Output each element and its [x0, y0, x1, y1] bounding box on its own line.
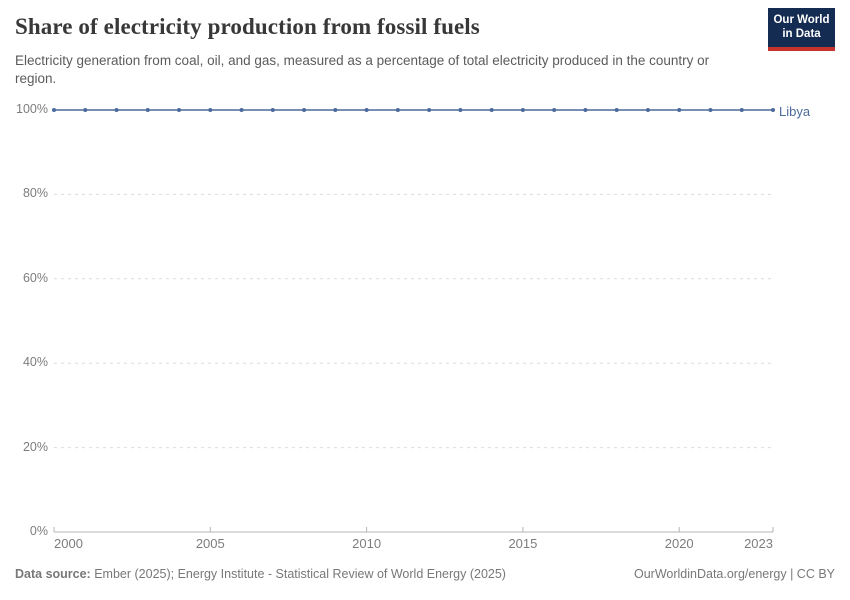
data-point-libya-2014[interactable] [489, 108, 494, 112]
data-point-libya-2020[interactable] [677, 108, 682, 112]
logo-red-stripe [768, 47, 835, 51]
chart-title: Share of electricity production from fos… [15, 14, 480, 39]
data-point-libya-2015[interactable] [520, 108, 525, 112]
y-tick-label-100%: 100% [16, 102, 48, 116]
data-point-libya-2009[interactable] [333, 108, 338, 112]
y-tick-label-0%: 0% [29, 524, 48, 538]
x-tick-label-2023: 2023 [744, 536, 773, 551]
data-point-libya-2001[interactable] [83, 108, 88, 112]
data-point-libya-2004[interactable] [177, 108, 182, 112]
data-point-libya-2011[interactable] [395, 108, 400, 112]
y-tick-label-20%: 20% [22, 439, 48, 454]
data-point-libya-2005[interactable] [208, 108, 213, 112]
owid-logo: Our World in Data [768, 8, 835, 51]
logo-line1: Our World [773, 13, 830, 26]
x-tick-label-2005: 2005 [195, 536, 225, 551]
credit-link[interactable]: OurWorldinData.org/energy | CC BY [633, 567, 835, 581]
owid-logo-text: Our World in Data [768, 8, 835, 47]
data-point-libya-2003[interactable] [145, 108, 150, 112]
data-point-libya-2008[interactable] [302, 108, 307, 112]
data-point-libya-2000[interactable] [52, 108, 56, 112]
data-point-libya-2019[interactable] [645, 108, 650, 112]
x-tick-label-2020: 2020 [664, 536, 694, 551]
y-tick-label-40%: 40% [22, 355, 48, 370]
series-label-libya[interactable]: Libya [779, 104, 811, 119]
data-point-libya-2017[interactable] [583, 108, 588, 112]
y-tick-label-60%: 60% [22, 270, 48, 285]
data-point-libya-2022[interactable] [739, 108, 744, 112]
x-tick-label-2000: 2000 [54, 536, 83, 551]
data-source: Data source: Ember (2025); Energy Instit… [15, 567, 506, 581]
data-point-libya-2023[interactable] [771, 108, 775, 112]
data-point-libya-2007[interactable] [270, 108, 275, 112]
x-tick-label-2010: 2010 [352, 536, 382, 551]
data-point-libya-2013[interactable] [458, 108, 463, 112]
logo-line2: in Data [782, 27, 821, 40]
data-point-libya-2016[interactable] [552, 108, 557, 112]
data-point-libya-2021[interactable] [708, 108, 713, 112]
x-tick-label-2015: 2015 [508, 536, 538, 551]
chart-subtitle: Electricity generation from coal, oil, a… [15, 53, 710, 86]
data-point-libya-2010[interactable] [364, 108, 369, 112]
data-point-libya-2012[interactable] [427, 108, 432, 112]
data-point-libya-2006[interactable] [239, 108, 244, 112]
data-source-label: Data source: [15, 567, 91, 581]
data-source-text: Ember (2025); Energy Institute - Statist… [90, 567, 506, 581]
data-point-libya-2002[interactable] [114, 108, 119, 112]
data-point-libya-2018[interactable] [614, 108, 619, 112]
y-tick-label-80%: 80% [22, 186, 48, 201]
